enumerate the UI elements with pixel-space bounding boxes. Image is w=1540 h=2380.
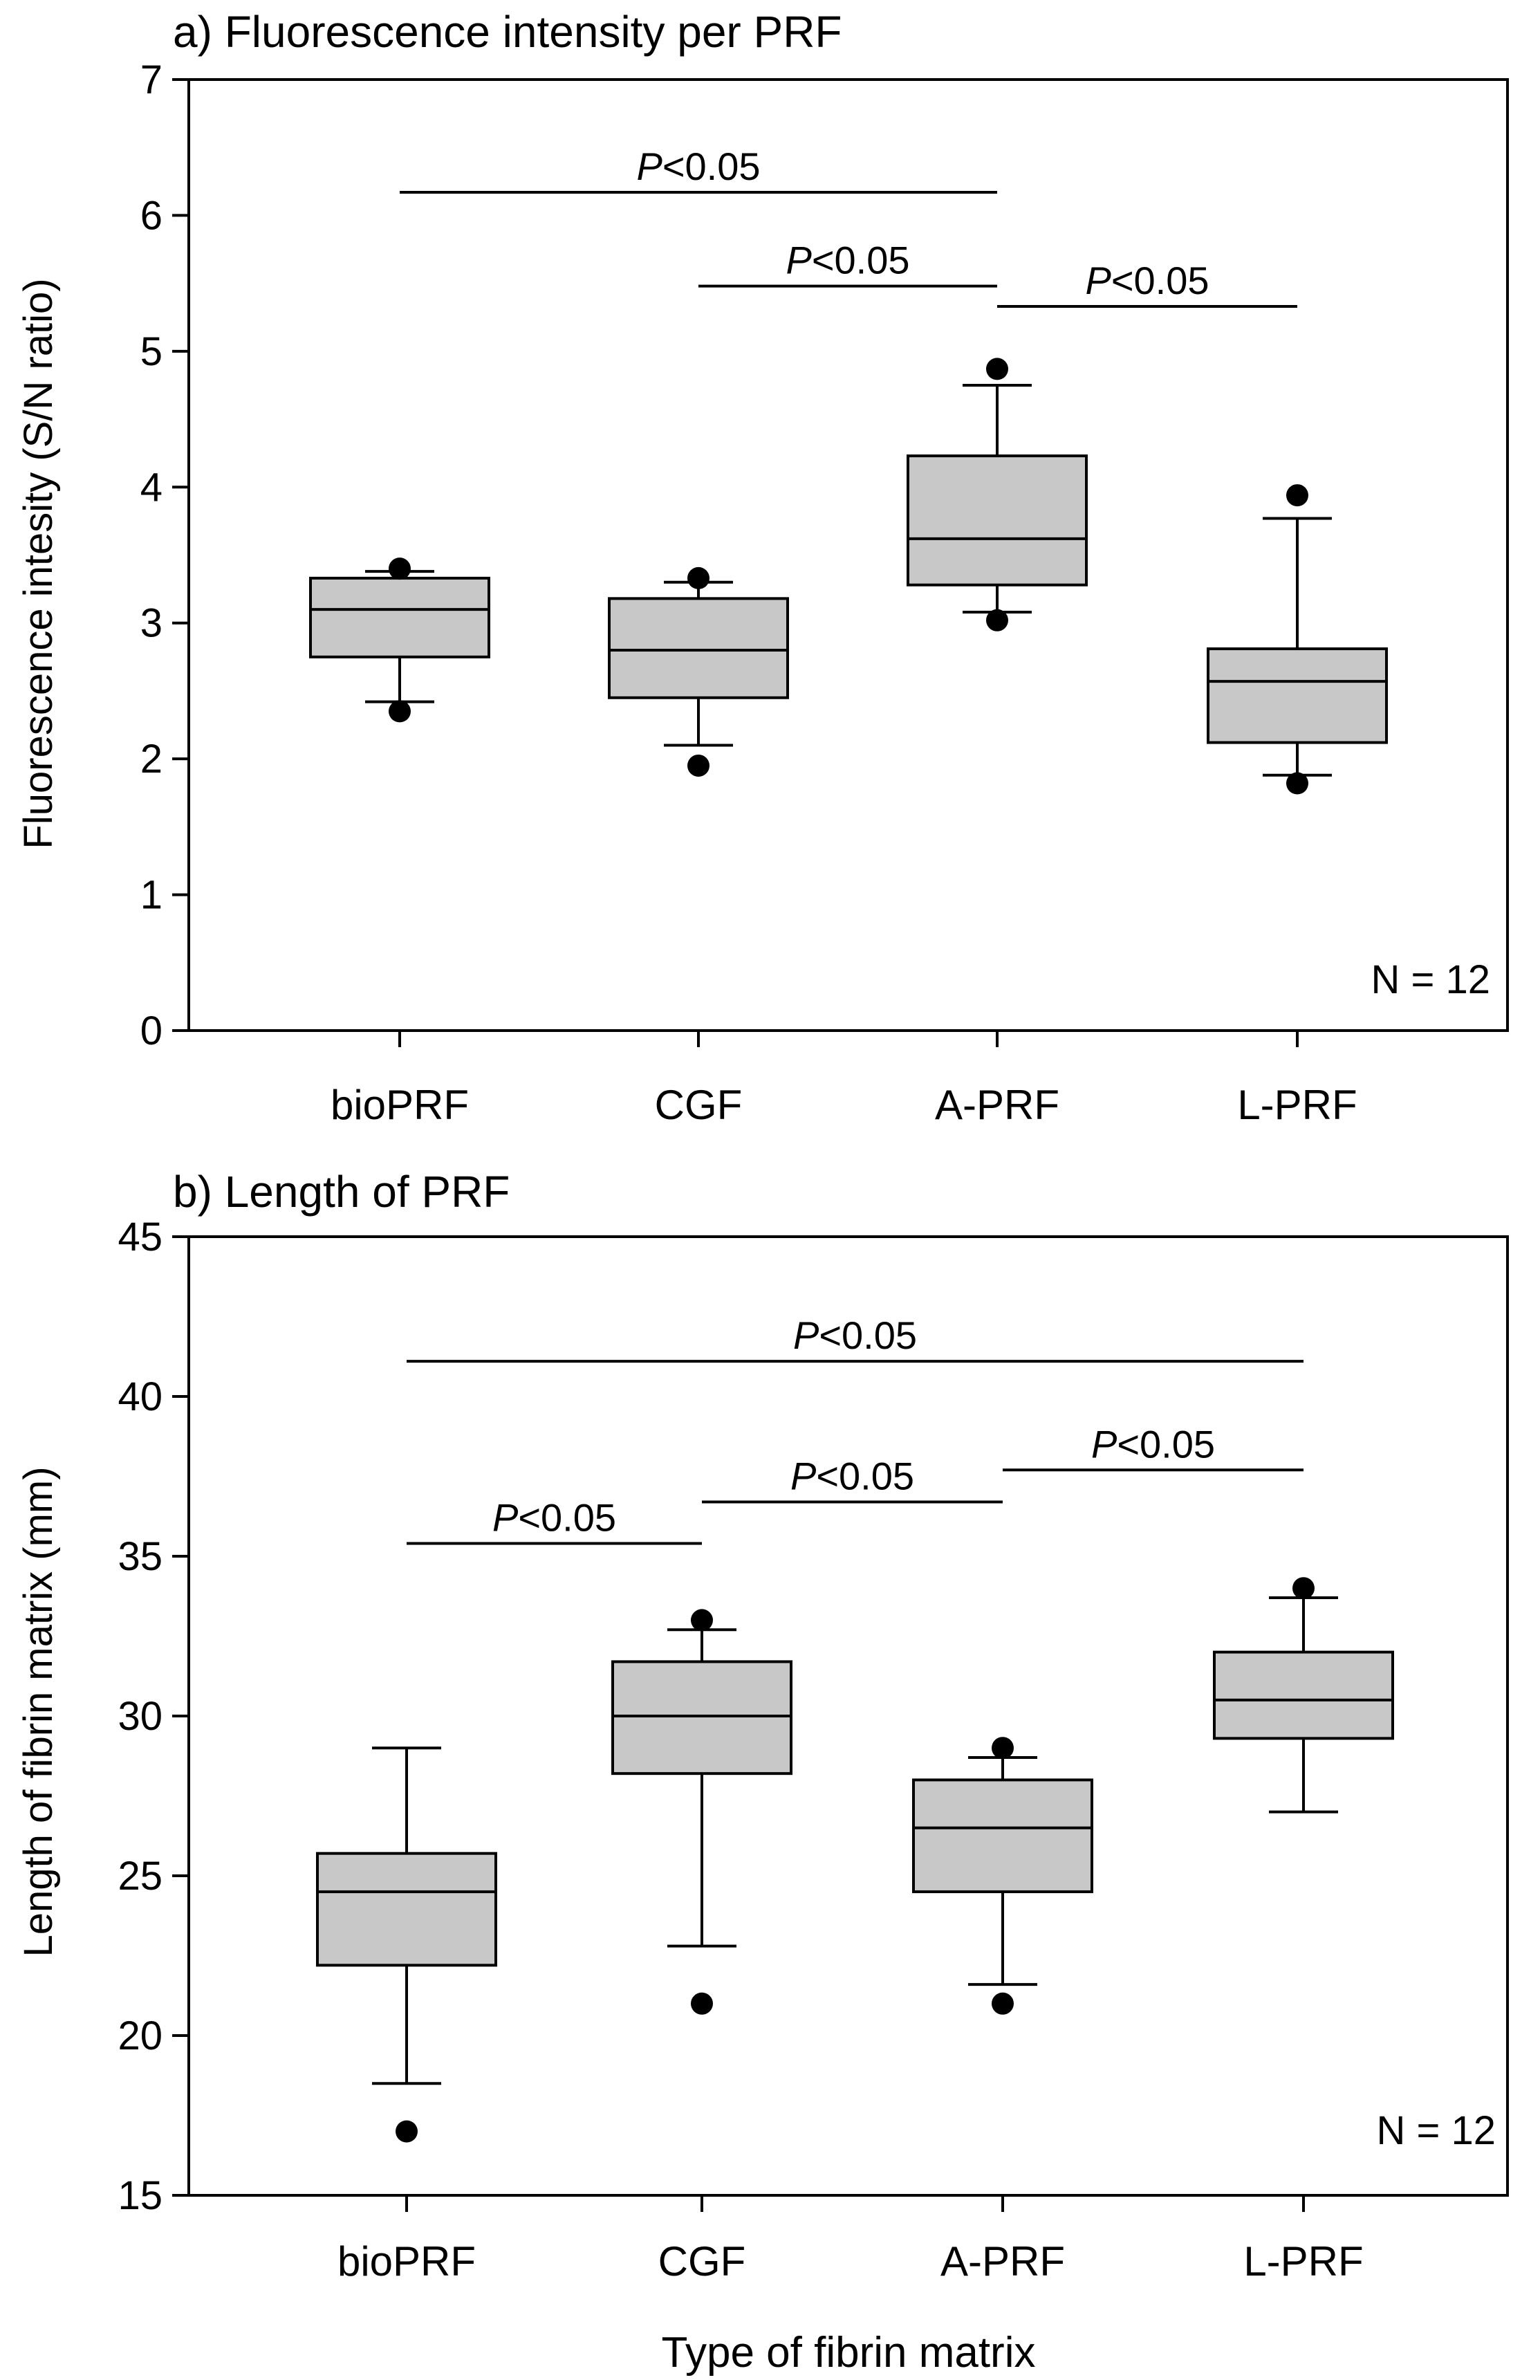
panel-a-box-bioprf <box>309 557 490 723</box>
panel-a-ytick-label: 1 <box>140 873 163 918</box>
panel-b-boxes <box>316 1577 1394 2143</box>
outlier-point <box>1286 484 1308 507</box>
panel-a-ytick-label: 4 <box>140 465 163 510</box>
panel-b-ytick-label: 25 <box>118 1854 163 1899</box>
outlier-point <box>687 754 709 777</box>
panel-a-boxes <box>309 358 1388 795</box>
panel-b-xlabel: Type of fibrin matrix <box>662 2329 1036 2377</box>
panel-b: b) Length of PRF Length of fibrin matrix… <box>16 1167 1509 2377</box>
panel-a-xtick-label: CGF <box>655 1082 743 1128</box>
outlier-point <box>986 358 1008 380</box>
outlier-point <box>1286 772 1308 795</box>
panel-a-box-a-prf <box>907 358 1088 631</box>
panel-b-sig-label: P<0.05 <box>790 1454 914 1497</box>
outlier-point <box>986 609 1008 631</box>
outlier-point <box>396 2120 418 2143</box>
panel-b-sig-label: P<0.05 <box>1091 1422 1215 1466</box>
panel-b-ytick-label: 40 <box>118 1374 163 1419</box>
panel-b-significance: P<0.05 P<0.05 P<0.05 P<0.05 <box>407 1313 1304 1545</box>
panel-b-ytick-label: 15 <box>118 2173 163 2218</box>
panel-a-box-cgf <box>608 566 789 777</box>
panel-b-ytick-label: 30 <box>118 1694 163 1739</box>
panel-b-xtick-label: A-PRF <box>940 2238 1065 2285</box>
panel-a-ytick-label: 3 <box>140 601 163 646</box>
iqr-box <box>1213 1650 1394 1740</box>
iqr-box <box>1207 647 1388 744</box>
panel-a-frame <box>187 78 1509 1032</box>
panel-a-ytick-label: 7 <box>140 57 163 102</box>
panel-a-xtick-label: A-PRF <box>935 1082 1059 1128</box>
panel-b-box-bioprf <box>316 1746 497 2143</box>
panel-a-annotation: N = 12 <box>1371 957 1491 1002</box>
panel-b-xtick-label: bioPRF <box>337 2238 476 2285</box>
panel-a-sig-label: P<0.05 <box>1085 259 1209 302</box>
panel-b-ylabel: Length of fibrin matrix (mm) <box>16 1466 61 1957</box>
panel-b-frame <box>187 1235 1509 2197</box>
panel-b-box-a-prf <box>912 1737 1093 2015</box>
panel-b-ytick-label: 20 <box>118 2013 163 2058</box>
panel-a-ylabel: Fluorescence intesity (S/N ratio) <box>16 278 61 849</box>
outlier-point <box>992 1992 1014 2015</box>
panel-b-sig-label: P<0.05 <box>793 1313 917 1357</box>
iqr-box <box>608 597 789 699</box>
outlier-point <box>687 566 709 589</box>
panel-a: a) Fluorescence intensity per PRF Fluore… <box>16 7 1509 1128</box>
outlier-point <box>389 700 411 723</box>
iqr-box <box>309 576 490 658</box>
outlier-point <box>691 1992 713 2015</box>
outlier-point <box>992 1737 1014 1760</box>
panel-a-ytick-label: 0 <box>140 1008 163 1053</box>
panel-b-annotation: N = 12 <box>1377 2108 1496 2153</box>
panel-a-xtick-label: L-PRF <box>1237 1082 1357 1128</box>
outlier-point <box>389 557 411 580</box>
iqr-box <box>912 1778 1093 1894</box>
outlier-point <box>691 1609 713 1632</box>
panel-b-xtick-label: CGF <box>658 2238 746 2285</box>
panel-b-ytick-label: 45 <box>118 1215 163 1260</box>
panel-b-ytick-label: 35 <box>118 1534 163 1579</box>
panel-b-title: b) Length of PRF <box>173 1167 510 1217</box>
panel-a-title: a) Fluorescence intensity per PRF <box>173 7 842 57</box>
panel-a-axes: 0 1 2 3 4 5 6 7 bioPRF CGF A-PRF L-PRF <box>140 57 1357 1128</box>
panel-a-significance: P<0.05 P<0.05 P<0.05 <box>400 145 1297 308</box>
panel-a-ytick-label: 6 <box>140 193 163 238</box>
panel-a-sig-label: P<0.05 <box>786 239 909 282</box>
panel-a-sig-label: P<0.05 <box>636 145 760 188</box>
outlier-point <box>1292 1577 1315 1600</box>
panel-a-box-l-prf <box>1207 484 1388 795</box>
panel-b-box-cgf <box>611 1609 792 2015</box>
panel-a-ytick-label: 2 <box>140 737 163 782</box>
panel-b-axes: 15 20 25 30 35 40 45 bioPRF CGF A-PRF L-PRF <box>118 1215 1363 2285</box>
panel-b-box-l-prf <box>1213 1577 1394 1814</box>
iqr-box <box>611 1660 792 1775</box>
panel-b-xtick-label: L-PRF <box>1243 2238 1363 2285</box>
iqr-box <box>907 454 1088 587</box>
panel-b-sig-label: P<0.05 <box>492 1496 616 1540</box>
iqr-box <box>316 1852 497 1967</box>
panel-a-ytick-label: 5 <box>140 329 163 374</box>
panel-a-xtick-label: bioPRF <box>331 1082 469 1128</box>
